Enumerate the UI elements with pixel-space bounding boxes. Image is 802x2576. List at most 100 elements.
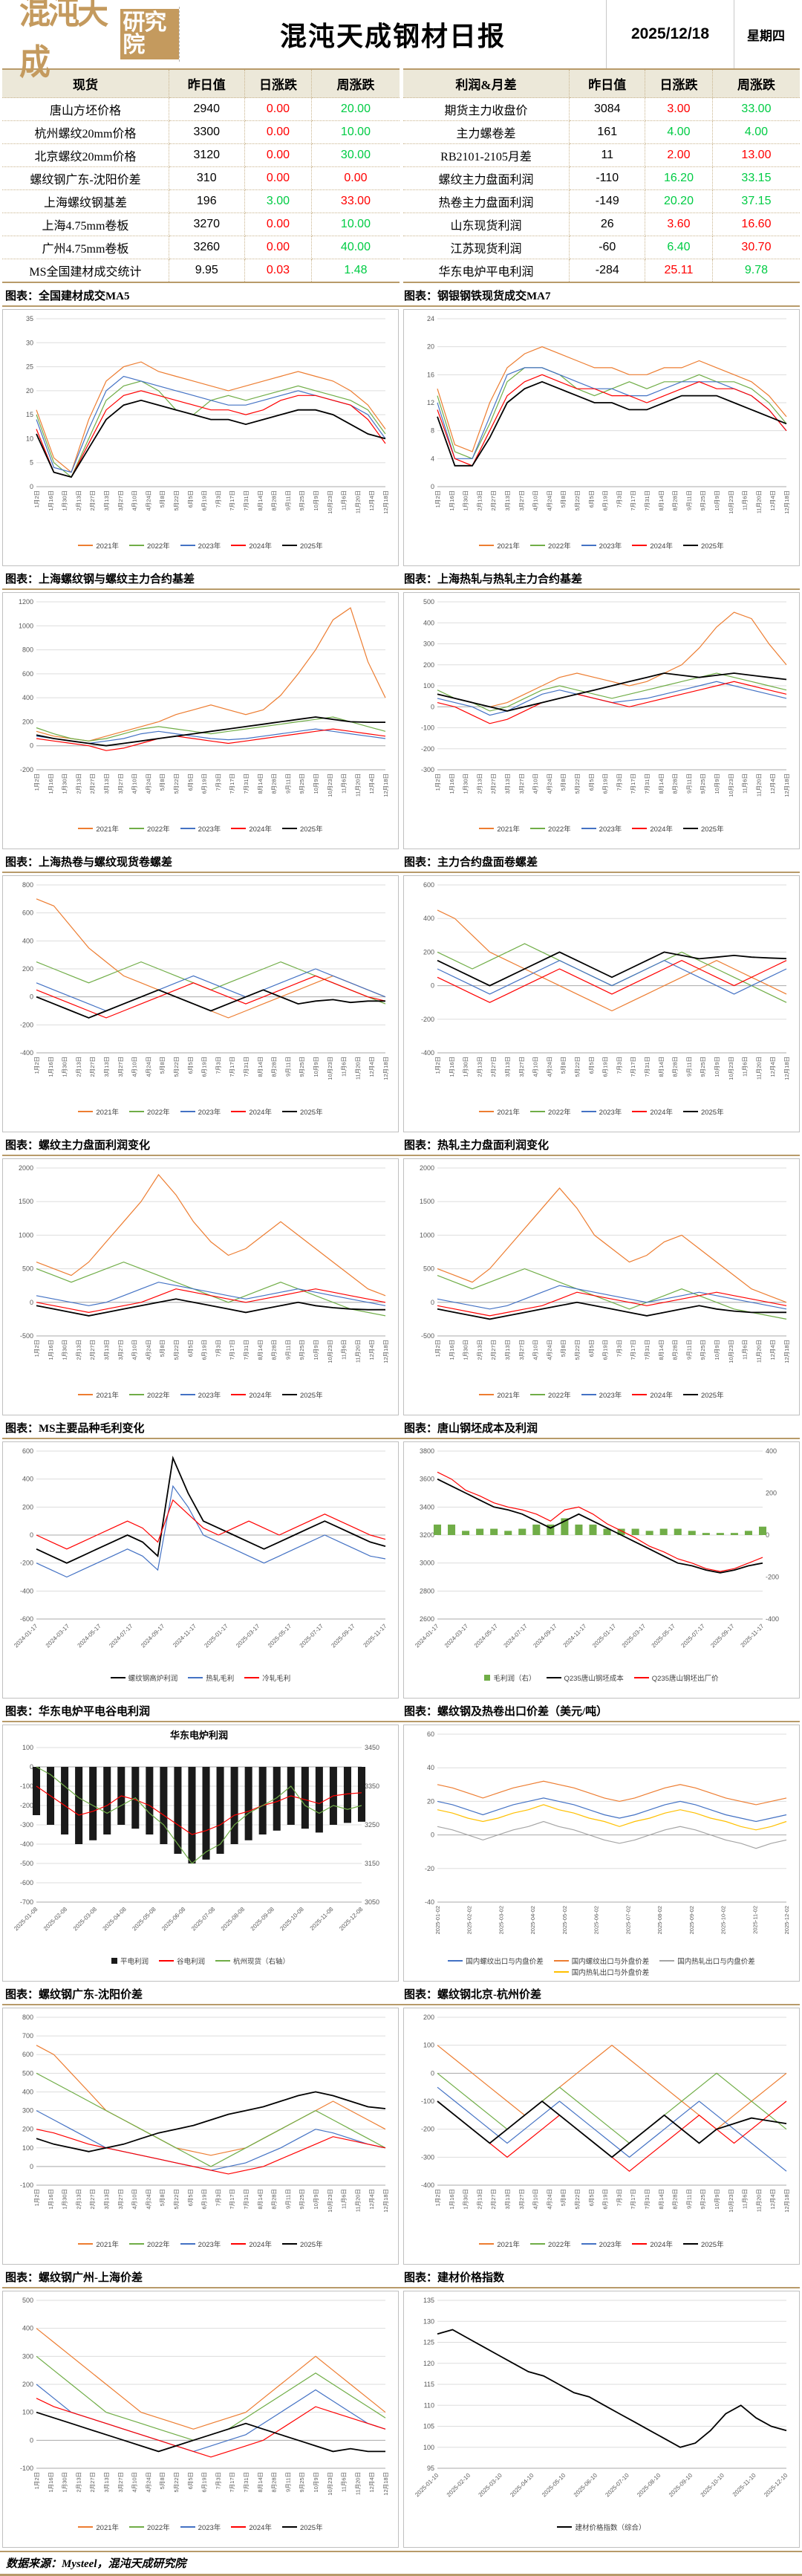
x-axis-label: 10月9日 [313,2189,319,2210]
svg-text:60: 60 [427,1730,434,1738]
chart-legend: 2021年 2022年 2023年 2024年 2025年 [479,2239,724,2249]
svg-text:15: 15 [26,411,33,418]
chart-frame: 95 100 105 110 115 120 125 130 135 2025-01-10 2025… [403,2291,800,2548]
x-axis-label: 11月6日 [742,2189,749,2209]
x-axis-label: 1月30日 [62,1057,68,1077]
svg-text:2000: 2000 [19,1164,33,1172]
svg-text:20: 20 [26,387,33,395]
value-cell: 161 [569,120,646,144]
x-axis-label: 5月8日 [159,2189,166,2206]
series-line-2025年 [36,716,385,747]
x-axis-label: 8月14日 [257,773,264,794]
legend-line-marker [557,2526,573,2528]
chart-frame: -700 -600 -500 -400 -300 -200 -100 0 100 3050 3150… [2,1725,399,1982]
series-line-国内热轧出口与内盘价差 [437,1820,787,1849]
svg-text:3150: 3150 [365,1860,379,1867]
legend-item: 2023年 [581,2239,622,2249]
legend-label: 2023年 [599,1109,622,1117]
legend-item: 2022年 [129,2239,170,2249]
x-axis-label: 10月9日 [313,1340,319,1360]
chart-title: 图表：上海热轧与热轧主力合约基差 [404,574,583,585]
x-axis-label: 7月17日 [229,490,235,511]
x-axis-label: 8月28日 [271,2472,278,2493]
bar-毛利润（右） [532,1524,541,1535]
legend-label: 2021年 [96,825,120,834]
x-axis-label: 7月3日 [616,490,622,507]
x-axis-label: 4月10日 [131,773,138,794]
x-axis-label: 2月13日 [75,490,82,511]
x-axis-label: 1月30日 [463,490,469,511]
x-axis-label: 10月23日 [728,1340,734,1363]
x-axis-label: 2月13日 [75,773,82,794]
column-header: 昨日值 [569,69,646,98]
x-axis-label: 8月14日 [658,1057,665,1077]
svg-text:0: 0 [766,1531,769,1539]
legend-line-marker [530,828,546,829]
svg-text:3450: 3450 [365,1744,379,1751]
legend-item: 2022年 [129,2522,170,2532]
x-axis-label: 10月23日 [327,490,333,514]
chart-plot: -40 -20 0 20 40 60 2025-01-02 2025-02-02 2025-03… [425,1730,790,1934]
legend-line-marker [553,1960,569,1962]
svg-text:200: 200 [423,2014,434,2021]
x-axis-label: 2月27日 [89,1340,96,1360]
table-row: 上海4.75mm卷板 3270 0.00 10.00 [2,212,400,236]
legend-item: 国内螺纹出口与内盘价差 [448,1956,544,1966]
table-row: 江苏现货利润 -60 6.40 30.70 [402,236,800,259]
legend-item: 2024年 [231,1106,272,1117]
x-axis-label: 7月17日 [630,2189,636,2210]
x-axis-label: 11月6日 [341,1057,348,1077]
chart-titles-line: 图表：MS主要品种毛利变化 图表：唐山钢坯成本及利润 [2,1417,800,1439]
x-axis-label: 5月22日 [574,773,581,794]
legend-label: 2025年 [299,542,323,551]
x-axis-label: 4月24日 [145,2189,151,2210]
x-axis-label: 8月14日 [257,1340,264,1360]
legend-label: 2024年 [650,825,673,834]
x-axis-label: 4月10日 [532,2189,539,2210]
x-axis-label: 7月17日 [229,2189,235,2210]
svg-text:20: 20 [427,1797,434,1805]
x-axis-label: 11月6日 [341,2472,348,2492]
x-axis-label: 7月3日 [215,773,221,791]
value-cell: -284 [569,259,646,282]
legend-line-marker [530,2243,546,2245]
bar-平电利润 [61,1767,69,1834]
svg-text:-100: -100 [421,2098,434,2105]
bar-平电利润 [202,1767,210,1860]
legend-label: 2025年 [299,825,323,834]
chart-cell: 95 100 105 110 115 120 125 130 135 2025-01-10 2025… [403,2291,800,2548]
legend-label: 建材价格指数（综合） [575,2524,646,2532]
x-axis-label: 5月8日 [560,2189,567,2206]
legend-item: 2021年 [78,1106,119,1117]
legend-line-marker [281,2526,297,2528]
series-line-2021年 [437,346,787,452]
svg-text:0: 0 [30,742,33,750]
value-cell: 3260 [169,236,245,259]
legend-label: 2025年 [700,1109,724,1117]
chart-row: 图表：螺纹钢广州-上海价差 图表：建材价格指数 -100 0 100 200 300 400 5… [2,2266,800,2548]
svg-text:3400: 3400 [420,1503,434,1511]
svg-text:1000: 1000 [19,622,33,629]
legend-line-marker [78,1111,94,1112]
row-label: 江苏现货利润 [402,236,570,259]
svg-text:1500: 1500 [19,1198,33,1205]
x-axis-label: 5月8日 [159,1057,166,1074]
table-row: 华东电炉平电利润 -284 25.11 9.78 [402,259,801,282]
legend-line-marker [231,1111,247,1112]
svg-text:3000: 3000 [420,1560,434,1567]
chart-title: 图表：华东电炉平电谷电利润 [5,1706,151,1718]
chart-plot: -500 0 500 1000 1500 2000 1月2日 1月16日 1月30日 2月13日 2… [420,1164,790,1363]
x-axis-label: 2025-10-08 [278,1906,305,1933]
table-row: 北京螺纹20mm价格 3120 0.00 30.00 [2,143,400,167]
legend-label: 2024年 [249,1392,272,1400]
x-axis-label: 10月9日 [714,1340,720,1360]
x-axis-label: 1月2日 [434,773,441,791]
x-axis-label: 12月18日 [783,773,790,797]
svg-text:40: 40 [427,1764,434,1771]
svg-text:130: 130 [423,2317,434,2325]
x-axis-label: 6月19日 [602,1340,609,1360]
x-axis-label: 2月13日 [476,490,483,511]
chart-plot: 0 5 10 15 20 25 30 35 1月2日 1月16日 1月30日 2月13日 2月27日 3月… [26,315,389,514]
week-change-cell: 30.00 [311,143,400,167]
svg-text:-600: -600 [20,1879,33,1886]
